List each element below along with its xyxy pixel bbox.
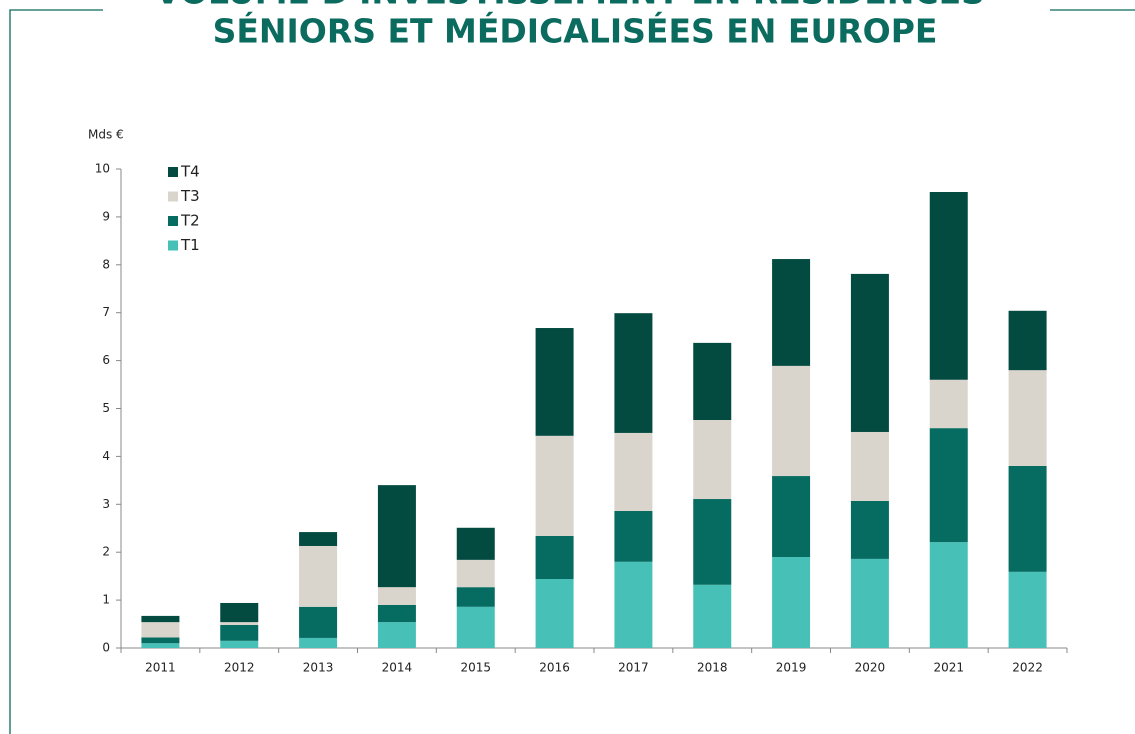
chart-title: SÉNIORS ET MÉDICALISÉES EN EUROPE: [213, 11, 938, 51]
bar-segment: [377, 485, 416, 588]
x-tick-label: 2014: [382, 661, 413, 675]
bar-segment: [1008, 370, 1047, 466]
x-tick-label: 2015: [460, 661, 491, 675]
bar-segment: [929, 542, 968, 648]
bar-segment: [141, 615, 180, 623]
legend-swatch: [168, 240, 178, 251]
legend-label: T3: [180, 187, 200, 205]
bar-segment: [141, 643, 180, 648]
x-tick-label: 2011: [145, 661, 176, 675]
y-tick-label: 5: [102, 401, 110, 415]
bar-segment: [535, 328, 574, 436]
y-tick-label: 6: [102, 353, 110, 367]
legend-swatch: [168, 191, 178, 202]
bar-segment: [850, 500, 889, 559]
x-tick-label: 2019: [776, 661, 807, 675]
bar-segment: [299, 606, 338, 638]
bar-segment: [693, 499, 732, 585]
bar-segment: [614, 432, 653, 512]
bar-segment: [456, 559, 495, 588]
bar-segment: [141, 637, 180, 644]
y-tick-label: 2: [102, 545, 110, 559]
bar-segment: [693, 419, 732, 500]
x-tick-label: 2016: [539, 661, 570, 675]
bar-segment: [220, 625, 259, 641]
bar-segment: [614, 511, 653, 562]
bar-segment: [220, 622, 259, 626]
bar-segment: [535, 579, 574, 648]
bar-segment: [772, 476, 811, 557]
bar-segment: [772, 365, 811, 477]
x-tick-label: 2022: [1012, 661, 1043, 675]
y-axis-label: Mds €: [88, 128, 124, 142]
bar-segment: [772, 259, 811, 366]
x-tick-label: 2012: [224, 661, 255, 675]
x-tick-label: 2013: [303, 661, 334, 675]
bar-segment: [299, 532, 338, 546]
bar-segment: [693, 584, 732, 648]
bar-segment: [614, 313, 653, 433]
bar-segment: [456, 527, 495, 560]
bar-segment: [850, 273, 889, 432]
bar-segment: [929, 379, 968, 429]
bar-segment: [850, 558, 889, 648]
chart-title: VOLUME D'INVESTISSEMENT EN RÉSIDENCES: [155, 0, 985, 12]
bar-segment: [456, 606, 495, 648]
y-tick-label: 4: [102, 449, 110, 463]
bar-segment: [693, 342, 732, 420]
y-tick-label: 8: [102, 257, 110, 271]
bar-segment: [220, 602, 259, 623]
x-tick-label: 2018: [697, 661, 728, 675]
bar-segment: [929, 191, 968, 380]
legend-swatch: [168, 167, 178, 177]
legend-label: T1: [180, 236, 200, 254]
y-tick-label: 0: [102, 641, 110, 655]
bar-segment: [456, 587, 495, 607]
bar-segment: [1008, 465, 1047, 572]
bar-segment: [772, 556, 811, 648]
bar-segment: [535, 535, 574, 580]
bar-segment: [299, 637, 338, 648]
bar-segment: [299, 545, 338, 607]
bar-segment: [535, 435, 574, 536]
bar-segment: [929, 428, 968, 543]
bar-segment: [377, 587, 416, 605]
bar-segment: [141, 622, 180, 638]
frame: [9, 9, 1135, 734]
legend-swatch: [168, 216, 178, 226]
legend-label: T4: [180, 163, 200, 181]
y-tick-label: 7: [102, 305, 110, 319]
bar-segment: [1008, 310, 1047, 371]
bar-segment: [220, 640, 259, 648]
x-tick-label: 2020: [855, 661, 886, 675]
y-tick-label: 1: [102, 593, 110, 607]
y-tick-label: 9: [102, 209, 110, 223]
x-tick-label: 2021: [933, 661, 964, 675]
legend-label: T2: [180, 212, 200, 230]
y-tick-label: 10: [95, 162, 110, 176]
bar-segment: [850, 431, 889, 501]
y-tick-label: 3: [102, 497, 110, 511]
bar-segment: [1008, 571, 1047, 648]
bar-segment: [377, 604, 416, 623]
bar-segment: [377, 622, 416, 648]
x-tick-label: 2017: [618, 661, 649, 675]
bar-segment: [614, 561, 653, 648]
